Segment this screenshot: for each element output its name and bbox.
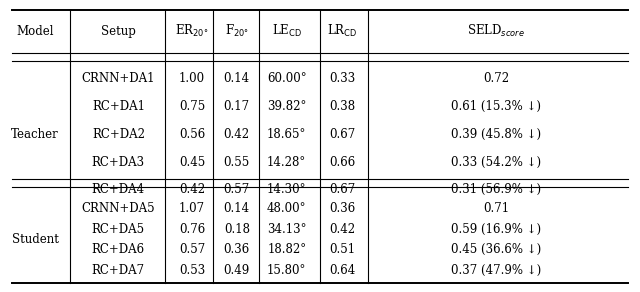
Text: 0.67: 0.67 (329, 128, 356, 141)
Text: 0.37 (47.9% ↓): 0.37 (47.9% ↓) (451, 264, 541, 277)
Text: RC+DA2: RC+DA2 (92, 128, 145, 141)
Text: RC+DA5: RC+DA5 (92, 223, 145, 236)
Text: Setup: Setup (101, 25, 136, 38)
Text: 60.00°: 60.00° (267, 72, 307, 85)
Text: LR$_\mathrm{CD}$: LR$_\mathrm{CD}$ (327, 23, 358, 39)
Text: CRNN+DA5: CRNN+DA5 (81, 202, 156, 215)
Text: RC+DA7: RC+DA7 (92, 264, 145, 277)
Text: RC+DA3: RC+DA3 (92, 156, 145, 168)
Text: 18.82°: 18.82° (267, 243, 307, 256)
Text: 0.42: 0.42 (179, 183, 205, 196)
Text: 0.33: 0.33 (329, 72, 356, 85)
Text: 0.56: 0.56 (179, 128, 205, 141)
Text: 0.14: 0.14 (224, 202, 250, 215)
Text: 48.00°: 48.00° (267, 202, 307, 215)
Text: 0.59 (16.9% ↓): 0.59 (16.9% ↓) (451, 223, 541, 236)
Text: 0.45 (36.6% ↓): 0.45 (36.6% ↓) (451, 243, 541, 256)
Text: 0.72: 0.72 (483, 72, 509, 85)
Text: Student: Student (12, 233, 59, 246)
Text: 0.67: 0.67 (329, 183, 356, 196)
Text: 0.57: 0.57 (179, 243, 205, 256)
Text: Model: Model (17, 25, 54, 38)
Text: 0.53: 0.53 (179, 264, 205, 277)
Text: Teacher: Teacher (12, 128, 59, 141)
Text: CRNN+DA1: CRNN+DA1 (82, 72, 155, 85)
Text: 0.14: 0.14 (224, 72, 250, 85)
Text: F$_{20°}$: F$_{20°}$ (225, 23, 249, 39)
Text: 14.28°: 14.28° (267, 156, 307, 168)
Text: 1.00: 1.00 (179, 72, 205, 85)
Text: 14.30°: 14.30° (267, 183, 307, 196)
Text: 0.57: 0.57 (223, 183, 250, 196)
Text: 1.07: 1.07 (179, 202, 205, 215)
Text: 0.42: 0.42 (330, 223, 355, 236)
Text: 0.55: 0.55 (223, 156, 250, 168)
Text: RC+DA6: RC+DA6 (92, 243, 145, 256)
Text: 15.80°: 15.80° (267, 264, 307, 277)
Text: 0.61 (15.3% ↓): 0.61 (15.3% ↓) (451, 100, 541, 113)
Text: 0.36: 0.36 (223, 243, 250, 256)
Text: 0.18: 0.18 (224, 223, 250, 236)
Text: 0.76: 0.76 (179, 223, 205, 236)
Text: 0.42: 0.42 (224, 128, 250, 141)
Text: RC+DA1: RC+DA1 (92, 100, 145, 113)
Text: 0.33 (54.2% ↓): 0.33 (54.2% ↓) (451, 156, 541, 168)
Text: 34.13°: 34.13° (267, 223, 307, 236)
Text: 0.39 (45.8% ↓): 0.39 (45.8% ↓) (451, 128, 541, 141)
Text: 18.65°: 18.65° (267, 128, 307, 141)
Text: 0.64: 0.64 (329, 264, 356, 277)
Text: 0.66: 0.66 (329, 156, 356, 168)
Text: 0.51: 0.51 (330, 243, 355, 256)
Text: 0.36: 0.36 (329, 202, 356, 215)
Text: LE$_\mathrm{CD}$: LE$_\mathrm{CD}$ (272, 23, 301, 39)
Text: 39.82°: 39.82° (267, 100, 307, 113)
Text: 0.38: 0.38 (330, 100, 355, 113)
Text: 0.71: 0.71 (483, 202, 509, 215)
Text: 0.31 (56.9% ↓): 0.31 (56.9% ↓) (451, 183, 541, 196)
Text: 0.45: 0.45 (179, 156, 205, 168)
Text: 0.49: 0.49 (223, 264, 250, 277)
Text: ER$_{20°}$: ER$_{20°}$ (175, 23, 209, 39)
Text: SELD$_{score}$: SELD$_{score}$ (467, 23, 525, 39)
Text: RC+DA4: RC+DA4 (92, 183, 145, 196)
Text: 0.75: 0.75 (179, 100, 205, 113)
Text: 0.17: 0.17 (224, 100, 250, 113)
